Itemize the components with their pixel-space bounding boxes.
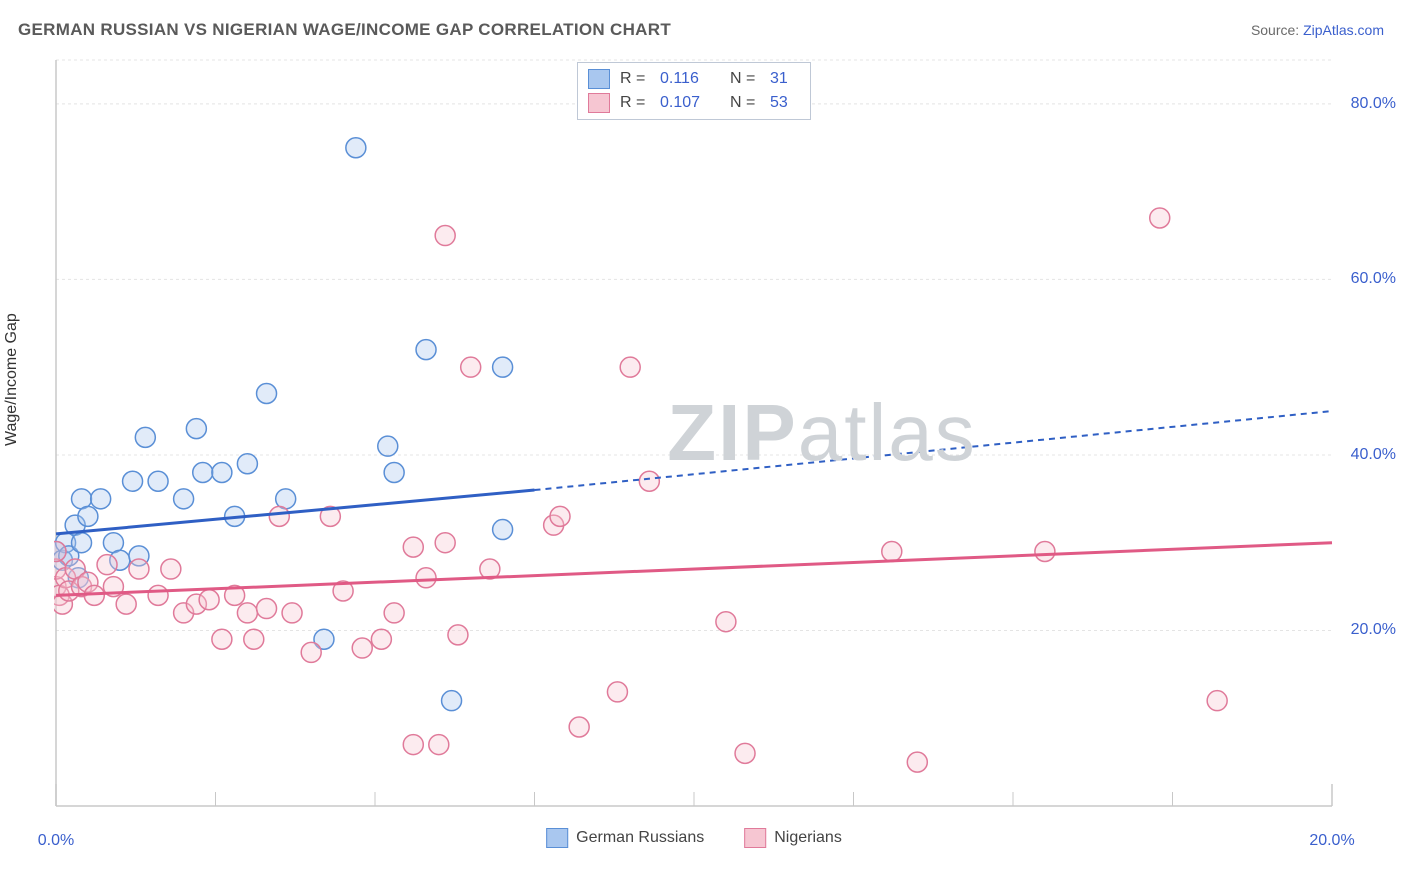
- chart-title: GERMAN RUSSIAN VS NIGERIAN WAGE/INCOME G…: [18, 20, 671, 40]
- series-label: German Russians: [576, 829, 704, 847]
- y-tick-label: 80.0%: [1340, 95, 1396, 113]
- legend-swatch: [744, 828, 766, 848]
- legend-swatch: [588, 93, 610, 113]
- chart-plot-area: ZIPatlas R = 0.116 N = 31 R = 0.107 N = …: [54, 58, 1334, 808]
- correlation-legend: R = 0.116 N = 31 R = 0.107 N = 53: [577, 62, 811, 120]
- legend-swatch: [588, 69, 610, 89]
- n-value: 53: [770, 94, 800, 112]
- source-link[interactable]: ZipAtlas.com: [1303, 22, 1384, 38]
- n-value: 31: [770, 70, 800, 88]
- r-value: 0.116: [660, 70, 720, 88]
- series-label: Nigerians: [774, 829, 842, 847]
- y-axis-label: Wage/Income Gap: [3, 313, 21, 446]
- r-label: R =: [620, 94, 650, 112]
- r-label: R =: [620, 70, 650, 88]
- legend-swatch: [546, 828, 568, 848]
- r-value: 0.107: [660, 94, 720, 112]
- legend-row: R = 0.116 N = 31: [588, 67, 800, 91]
- y-tick-label: 40.0%: [1340, 446, 1396, 464]
- series-legend-item: Nigerians: [744, 828, 842, 848]
- series-legend: German Russians Nigerians: [546, 828, 842, 848]
- legend-row: R = 0.107 N = 53: [588, 91, 800, 115]
- series-legend-item: German Russians: [546, 828, 704, 848]
- x-tick-label: 0.0%: [38, 832, 74, 850]
- scatter-chart: [54, 58, 1334, 808]
- x-tick-label: 20.0%: [1309, 832, 1354, 850]
- n-label: N =: [730, 94, 760, 112]
- y-tick-label: 60.0%: [1340, 270, 1396, 288]
- source-attribution: Source: ZipAtlas.com: [1251, 22, 1384, 38]
- y-tick-label: 20.0%: [1340, 621, 1396, 639]
- n-label: N =: [730, 70, 760, 88]
- source-prefix: Source:: [1251, 22, 1303, 38]
